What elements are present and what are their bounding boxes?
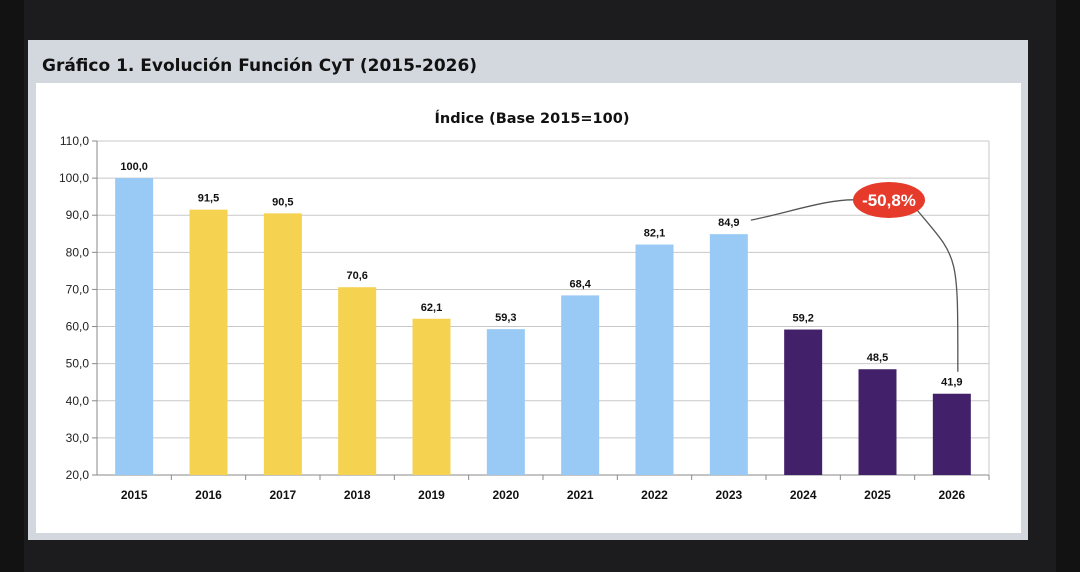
y-tick-label: 70,0 bbox=[66, 282, 90, 296]
y-tick-label: 60,0 bbox=[66, 320, 90, 334]
x-tick-label: 2015 bbox=[121, 488, 148, 502]
right-frame bbox=[1056, 0, 1080, 572]
bar bbox=[412, 318, 451, 475]
bar bbox=[784, 329, 823, 475]
bar bbox=[561, 295, 600, 475]
x-tick-label: 2026 bbox=[938, 488, 965, 502]
data-label: 62,1 bbox=[421, 302, 442, 314]
x-tick-label: 2022 bbox=[641, 488, 668, 502]
change-badge bbox=[853, 182, 925, 218]
annotation-connector-left bbox=[750, 199, 860, 221]
bar-chart: Índice (Base 2015=100) 20,0 30,0 40,0 50,0 6… bbox=[59, 110, 990, 502]
data-label: 90,5 bbox=[272, 196, 293, 208]
x-tick-label: 2025 bbox=[864, 488, 891, 502]
chart-area: Índice (Base 2015=100) 20,0 30,0 40,0 50,0 6… bbox=[36, 83, 1021, 533]
x-tick-label: 2019 bbox=[418, 488, 445, 502]
bar bbox=[115, 178, 154, 475]
y-tick-label: 100,0 bbox=[59, 171, 89, 185]
y-tick-label: 30,0 bbox=[66, 431, 90, 445]
bar bbox=[932, 393, 971, 475]
data-label: 68,4 bbox=[569, 278, 591, 290]
x-tick-label: 2016 bbox=[195, 488, 222, 502]
bar bbox=[263, 213, 302, 475]
x-tick-label: 2017 bbox=[269, 488, 296, 502]
bar bbox=[486, 329, 525, 475]
bar bbox=[858, 369, 897, 475]
annotation-connector-right bbox=[916, 209, 959, 372]
x-tick-label: 2018 bbox=[344, 488, 371, 502]
bar bbox=[189, 209, 228, 475]
bar bbox=[338, 287, 377, 475]
chart-title: Índice (Base 2015=100) bbox=[435, 110, 630, 127]
data-label: 82,1 bbox=[644, 228, 665, 240]
y-tick-label: 50,0 bbox=[66, 357, 90, 371]
chart-panel: Gráfico 1. Evolución Función CyT (2015-2… bbox=[28, 40, 1028, 540]
x-tick-label: 2024 bbox=[790, 488, 817, 502]
x-tick-label: 2020 bbox=[492, 488, 519, 502]
data-label: 48,5 bbox=[867, 352, 888, 364]
bar bbox=[635, 244, 674, 475]
x-tick-label: 2021 bbox=[567, 488, 594, 502]
data-label: 59,3 bbox=[495, 312, 516, 324]
change-badge-label: -50,8% bbox=[862, 191, 916, 210]
data-label: 84,9 bbox=[718, 217, 739, 229]
y-tick-label: 110,0 bbox=[60, 134, 89, 148]
panel-title: Gráfico 1. Evolución Función CyT (2015-2… bbox=[42, 56, 478, 76]
left-frame bbox=[0, 0, 24, 572]
y-tick-label: 20,0 bbox=[66, 468, 90, 482]
y-tick-label: 90,0 bbox=[66, 208, 90, 222]
y-tick-label: 80,0 bbox=[66, 245, 90, 259]
data-label: 41,9 bbox=[941, 377, 962, 389]
data-label: 91,5 bbox=[198, 193, 219, 205]
data-label: 100,0 bbox=[120, 161, 148, 173]
data-label: 70,6 bbox=[346, 270, 367, 282]
data-label: 59,2 bbox=[792, 313, 813, 325]
bar bbox=[709, 234, 748, 475]
x-tick-label: 2023 bbox=[715, 488, 742, 502]
y-tick-label: 40,0 bbox=[66, 394, 90, 408]
